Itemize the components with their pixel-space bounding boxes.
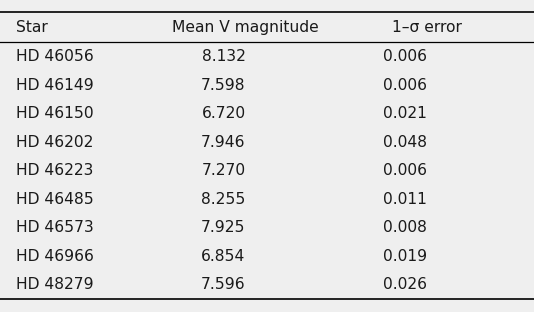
- Text: 0.011: 0.011: [383, 192, 427, 207]
- Text: HD 46485: HD 46485: [16, 192, 94, 207]
- Text: 8.255: 8.255: [201, 192, 246, 207]
- Text: HD 46966: HD 46966: [16, 249, 94, 264]
- Text: 0.006: 0.006: [383, 163, 427, 178]
- Text: 0.021: 0.021: [383, 106, 427, 121]
- Text: 7.596: 7.596: [201, 277, 246, 292]
- Text: HD 46202: HD 46202: [16, 135, 93, 150]
- Text: 0.006: 0.006: [383, 49, 427, 64]
- Text: Star: Star: [16, 20, 48, 35]
- Text: 0.048: 0.048: [383, 135, 427, 150]
- Text: 7.270: 7.270: [201, 163, 246, 178]
- Text: 7.925: 7.925: [201, 220, 246, 235]
- Text: Mean V magnitude: Mean V magnitude: [172, 20, 319, 35]
- Text: HD 46573: HD 46573: [16, 220, 94, 235]
- Text: HD 48279: HD 48279: [16, 277, 93, 292]
- Text: 8.132: 8.132: [202, 49, 246, 64]
- Text: HD 46150: HD 46150: [16, 106, 93, 121]
- Text: 6.720: 6.720: [201, 106, 246, 121]
- Text: 7.598: 7.598: [201, 78, 246, 93]
- Text: HD 46223: HD 46223: [16, 163, 93, 178]
- Text: 6.854: 6.854: [201, 249, 246, 264]
- Text: 1–σ error: 1–σ error: [392, 20, 462, 35]
- Text: HD 46056: HD 46056: [16, 49, 94, 64]
- Text: 7.946: 7.946: [201, 135, 246, 150]
- Text: 0.019: 0.019: [383, 249, 427, 264]
- Text: 0.026: 0.026: [383, 277, 427, 292]
- Text: 0.006: 0.006: [383, 78, 427, 93]
- Text: HD 46149: HD 46149: [16, 78, 94, 93]
- Text: 0.008: 0.008: [383, 220, 427, 235]
